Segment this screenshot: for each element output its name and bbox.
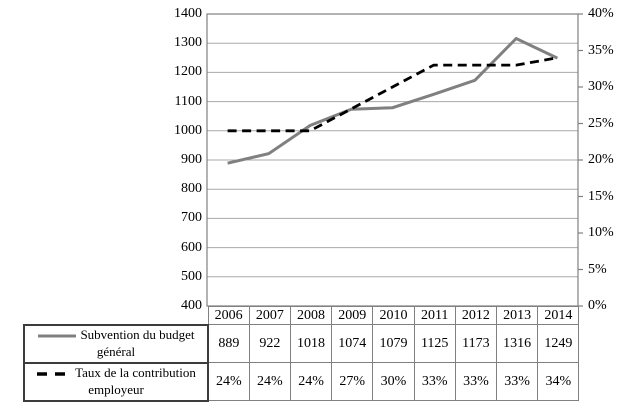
right-axis-tick-label: 10% [588, 225, 614, 240]
right-axis-tick-label: 40% [588, 6, 614, 21]
year-cell: 2014 [537, 306, 580, 325]
value-cell: 24% [207, 362, 250, 401]
legend-label-taux-line1: Taux de la contribution [75, 365, 196, 381]
left-axis-tick-label: 1000 [174, 122, 202, 138]
taux-row: Taux de la contribution employeur 24% 24%… [23, 361, 580, 402]
legend-label-subvention-line2: général [96, 343, 136, 359]
legend-spacer [24, 307, 208, 325]
year-cell: 2010 [372, 306, 415, 325]
left-axis-tick-label: 1100 [174, 93, 202, 109]
data-table: 2006 2007 2008 2009 2010 2011 2012 2013 2014 Sub… [23, 306, 580, 402]
right-axis-tick-label: 25% [588, 115, 614, 131]
legend-item-subvention: Subvention du budget général [23, 323, 209, 364]
value-cell: 1173 [454, 324, 498, 363]
year-cell: 2007 [248, 306, 291, 325]
value-cell: 24% [248, 362, 291, 401]
right-axis-tick-label: 0% [588, 298, 607, 313]
right-axis-tick-label: 20% [588, 152, 614, 167]
year-header-row: 2006 2007 2008 2009 2010 2011 2012 2013 2014 [24, 306, 580, 325]
value-cell: 1079 [372, 324, 415, 363]
value-cell: 34% [537, 362, 580, 401]
left-axis-tick-label: 400 [181, 298, 202, 313]
year-cell: 2011 [413, 306, 456, 325]
value-cell: 33% [454, 362, 498, 401]
right-axis-tick-label: 5% [588, 261, 607, 277]
year-cell: 2008 [289, 306, 333, 325]
legend-label-taux-line2: employeur [88, 381, 144, 397]
value-cell: 1125 [413, 324, 456, 363]
value-cell: 27% [331, 362, 374, 401]
value-cell: 1316 [496, 324, 539, 363]
value-cell: 922 [248, 324, 291, 363]
left-axis-tick-label: 1200 [174, 64, 202, 80]
left-axis-tick-label: 500 [181, 268, 202, 284]
value-cell: 33% [496, 362, 539, 401]
value-cell: 1074 [331, 324, 374, 363]
dashed-black-line-icon [37, 372, 72, 376]
year-cell: 2013 [496, 306, 539, 325]
series-line-1 [227, 56, 558, 133]
left-axis-tick-label: 800 [181, 181, 202, 197]
legend-item-taux: Taux de la contribution employeur [23, 361, 209, 402]
value-cell: 33% [413, 362, 456, 401]
value-cell: 24% [289, 362, 333, 401]
series-line-0 [227, 36, 559, 165]
value-cell: 30% [372, 362, 415, 401]
year-cell: 2006 [207, 306, 250, 325]
left-axis-tick-label: 700 [181, 210, 202, 226]
value-cell: 889 [207, 324, 250, 363]
legend-label-subvention-line1: Subvention du budget [80, 327, 195, 343]
left-axis-tick-label: 1300 [174, 35, 202, 51]
year-cell: 2009 [331, 306, 374, 325]
value-cell: 1018 [289, 324, 333, 363]
right-axis-tick-label: 15% [588, 188, 614, 204]
value-cell: 1249 [537, 324, 580, 363]
left-axis-tick-label: 1400 [174, 6, 202, 21]
right-axis-tick-label: 35% [588, 42, 614, 58]
left-axis-tick-label: 600 [181, 239, 202, 255]
left-axis-tick-label: 900 [181, 152, 202, 167]
subvention-row: Subvention du budget général 889 922 1018 1… [23, 323, 580, 364]
right-axis-tick-label: 30% [588, 79, 614, 94]
solid-gray-line-icon [38, 334, 77, 338]
year-cell: 2012 [454, 306, 498, 325]
